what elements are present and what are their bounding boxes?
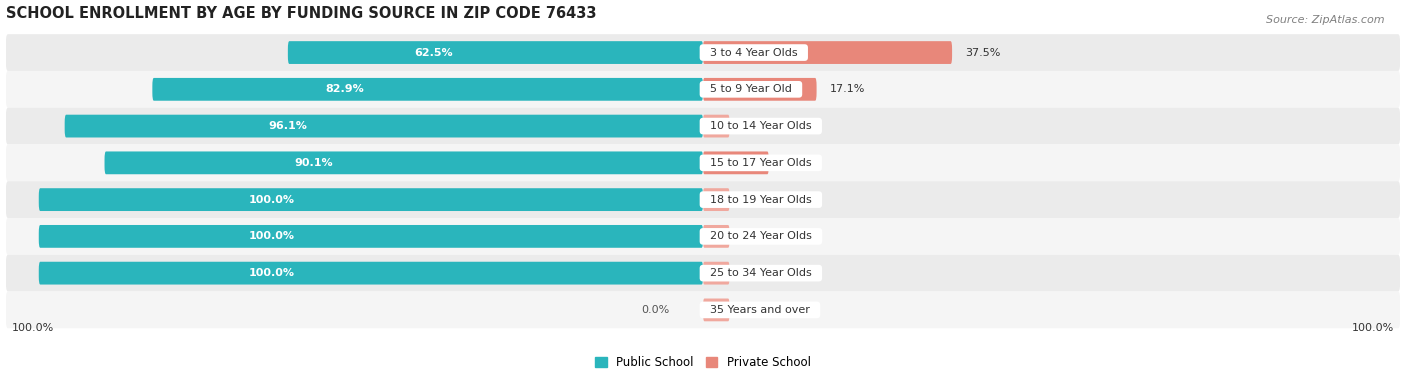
Text: 17.1%: 17.1% — [830, 84, 865, 94]
Text: 9.9%: 9.9% — [782, 158, 810, 168]
FancyBboxPatch shape — [39, 225, 703, 248]
FancyBboxPatch shape — [6, 144, 1400, 181]
FancyBboxPatch shape — [703, 262, 730, 285]
FancyBboxPatch shape — [6, 218, 1400, 255]
Text: 100.0%: 100.0% — [1351, 323, 1393, 333]
FancyBboxPatch shape — [65, 115, 703, 138]
Text: 3.9%: 3.9% — [742, 121, 770, 131]
Text: 20 to 24 Year Olds: 20 to 24 Year Olds — [703, 231, 818, 241]
Text: 100.0%: 100.0% — [249, 231, 294, 241]
FancyBboxPatch shape — [703, 115, 730, 138]
Text: 18 to 19 Year Olds: 18 to 19 Year Olds — [703, 195, 818, 205]
FancyBboxPatch shape — [104, 152, 703, 174]
FancyBboxPatch shape — [703, 188, 730, 211]
FancyBboxPatch shape — [288, 41, 703, 64]
FancyBboxPatch shape — [6, 255, 1400, 291]
Text: 96.1%: 96.1% — [269, 121, 308, 131]
FancyBboxPatch shape — [703, 225, 730, 248]
FancyBboxPatch shape — [152, 78, 703, 101]
Legend: Public School, Private School: Public School, Private School — [591, 351, 815, 374]
Text: 0.0%: 0.0% — [742, 231, 770, 241]
Text: 90.1%: 90.1% — [295, 158, 333, 168]
Text: 100.0%: 100.0% — [249, 268, 294, 278]
Text: 10 to 14 Year Olds: 10 to 14 Year Olds — [703, 121, 818, 131]
FancyBboxPatch shape — [39, 262, 703, 285]
Text: 100.0%: 100.0% — [249, 195, 294, 205]
Text: 62.5%: 62.5% — [413, 48, 453, 58]
Text: 37.5%: 37.5% — [966, 48, 1001, 58]
Text: SCHOOL ENROLLMENT BY AGE BY FUNDING SOURCE IN ZIP CODE 76433: SCHOOL ENROLLMENT BY AGE BY FUNDING SOUR… — [6, 6, 596, 21]
Text: 5 to 9 Year Old: 5 to 9 Year Old — [703, 84, 799, 94]
FancyBboxPatch shape — [703, 152, 769, 174]
Text: 0.0%: 0.0% — [742, 305, 770, 315]
Text: 0.0%: 0.0% — [641, 305, 669, 315]
FancyBboxPatch shape — [6, 291, 1400, 328]
FancyBboxPatch shape — [6, 108, 1400, 144]
FancyBboxPatch shape — [703, 299, 730, 321]
FancyBboxPatch shape — [703, 41, 952, 64]
Text: 0.0%: 0.0% — [742, 268, 770, 278]
Text: Source: ZipAtlas.com: Source: ZipAtlas.com — [1267, 15, 1385, 25]
Text: 35 Years and over: 35 Years and over — [703, 305, 817, 315]
FancyBboxPatch shape — [6, 34, 1400, 71]
FancyBboxPatch shape — [6, 181, 1400, 218]
Text: 15 to 17 Year Olds: 15 to 17 Year Olds — [703, 158, 818, 168]
FancyBboxPatch shape — [39, 188, 703, 211]
Text: 100.0%: 100.0% — [13, 323, 55, 333]
FancyBboxPatch shape — [703, 78, 817, 101]
FancyBboxPatch shape — [6, 71, 1400, 108]
Text: 3 to 4 Year Olds: 3 to 4 Year Olds — [703, 48, 804, 58]
Text: 82.9%: 82.9% — [326, 84, 364, 94]
Text: 25 to 34 Year Olds: 25 to 34 Year Olds — [703, 268, 818, 278]
Text: 0.0%: 0.0% — [742, 195, 770, 205]
